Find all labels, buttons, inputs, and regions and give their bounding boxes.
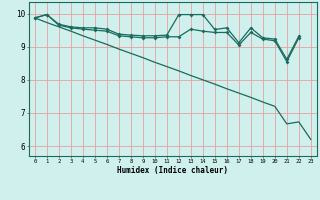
X-axis label: Humidex (Indice chaleur): Humidex (Indice chaleur) (117, 166, 228, 175)
